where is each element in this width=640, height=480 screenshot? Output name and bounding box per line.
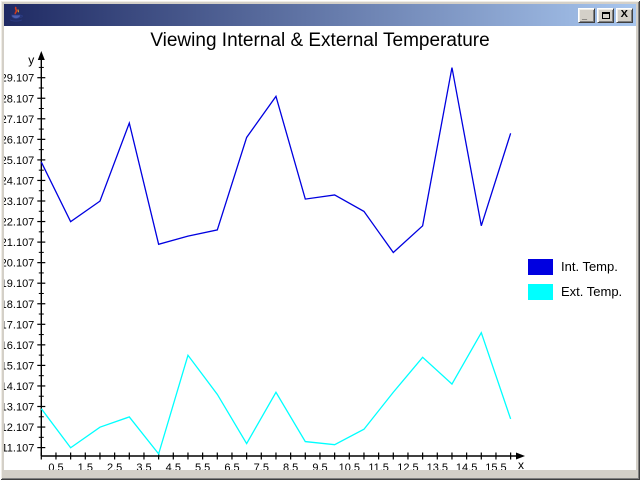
svg-text:14.5: 14.5 [456, 462, 477, 470]
chart-title: Viewing Internal & External Temperature [150, 30, 490, 51]
svg-text:0.5: 0.5 [48, 462, 63, 470]
svg-text:28.107: 28.107 [4, 93, 34, 105]
legend-item-int-temp: Int. Temp. [528, 254, 622, 279]
maximize-button[interactable] [597, 7, 614, 23]
chart-canvas: y x 0.5 1.5 2.5 3.5 4.5 5.5 6.5 7.5 8.5 9.5 10.5 11.5… [4, 51, 525, 470]
chart-area: Viewing Internal & External Temperature … [4, 26, 636, 470]
minimize-icon: _ [582, 10, 588, 21]
svg-text:9.5: 9.5 [312, 462, 327, 470]
svg-text:16.107: 16.107 [4, 340, 34, 352]
svg-text:12.5: 12.5 [397, 462, 418, 470]
svg-text:5.5: 5.5 [195, 462, 210, 470]
svg-text:8.5: 8.5 [283, 462, 298, 470]
svg-text:2.5: 2.5 [107, 462, 122, 470]
maximize-icon [601, 11, 610, 19]
svg-text:y: y [28, 53, 34, 67]
svg-text:25.107: 25.107 [4, 155, 34, 167]
svg-text:15.107: 15.107 [4, 360, 34, 372]
svg-text:22.107: 22.107 [4, 217, 34, 229]
svg-text:27.107: 27.107 [4, 114, 34, 126]
svg-text:21.107: 21.107 [4, 237, 34, 249]
int-temp-swatch [528, 258, 553, 275]
svg-text:13.5: 13.5 [427, 462, 448, 470]
svg-text:18.107: 18.107 [4, 299, 34, 311]
close-button[interactable]: X [616, 7, 633, 23]
svg-text:29.107: 29.107 [4, 73, 34, 85]
ext-temp-swatch [528, 283, 553, 300]
svg-text:15.5: 15.5 [485, 462, 506, 470]
svg-text:6.5: 6.5 [224, 462, 239, 470]
svg-text:11.107: 11.107 [4, 443, 34, 455]
svg-text:17.107: 17.107 [4, 319, 34, 331]
svg-text:20.107: 20.107 [4, 258, 34, 270]
svg-text:4.5: 4.5 [166, 462, 181, 470]
svg-text:12.107: 12.107 [4, 422, 34, 434]
legend-label: Int. Temp. [561, 259, 618, 274]
svg-text:3.5: 3.5 [136, 462, 151, 470]
legend-item-ext-temp: Ext. Temp. [528, 279, 622, 304]
svg-text:11.5: 11.5 [368, 462, 389, 470]
java-logo-icon [7, 6, 25, 24]
svg-text:24.107: 24.107 [4, 175, 34, 187]
svg-text:13.107: 13.107 [4, 402, 34, 414]
svg-text:1.5: 1.5 [78, 462, 93, 470]
svg-text:14.107: 14.107 [4, 381, 34, 393]
close-icon: X [620, 9, 629, 20]
svg-text:26.107: 26.107 [4, 134, 34, 146]
svg-text:10.5: 10.5 [339, 462, 360, 470]
svg-text:19.107: 19.107 [4, 278, 34, 290]
titlebar[interactable]: _ X [4, 4, 636, 26]
svg-text:x: x [518, 458, 524, 470]
legend-label: Ext. Temp. [561, 284, 623, 299]
legend: Int. Temp. Ext. Temp. [528, 254, 622, 304]
svg-text:7.5: 7.5 [254, 462, 269, 470]
svg-text:23.107: 23.107 [4, 196, 34, 208]
minimize-button[interactable]: _ [578, 7, 595, 23]
